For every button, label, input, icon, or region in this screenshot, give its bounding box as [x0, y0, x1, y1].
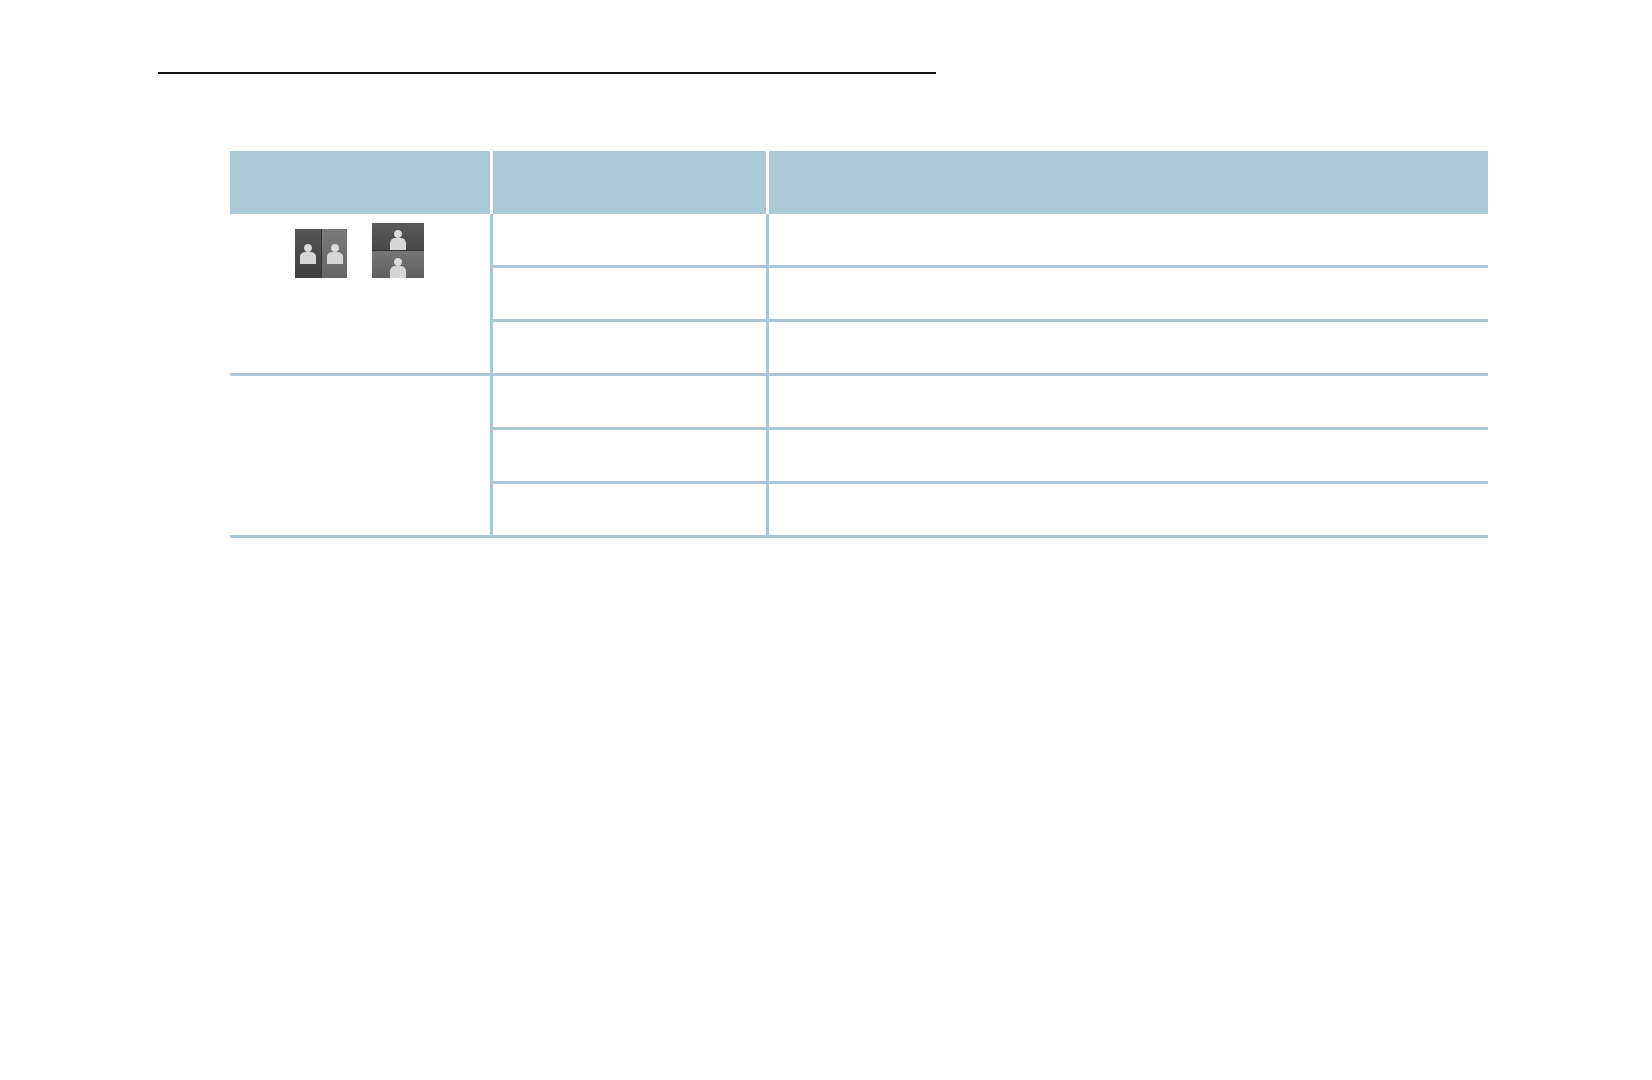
- group-cell: [230, 214, 493, 376]
- table-cell: [491, 266, 769, 322]
- horizontal-rule: [158, 72, 936, 74]
- table-cell: [491, 214, 769, 268]
- table-cell: [767, 374, 1488, 430]
- table-row: [230, 428, 1488, 484]
- column-header: [767, 151, 1488, 214]
- table-row: [230, 214, 1488, 376]
- group-cell: [230, 374, 493, 538]
- data-table: [230, 151, 1488, 538]
- table-row: [230, 320, 1488, 376]
- table-cell: [767, 214, 1488, 268]
- split-screen-side-by-side-icon: [295, 229, 348, 278]
- table-cell: [491, 482, 769, 538]
- split-screen-stacked-icon: [372, 223, 425, 278]
- table-cell: [767, 266, 1488, 322]
- table-cell: [767, 320, 1488, 376]
- table-row: [230, 266, 1488, 322]
- table-cell: [491, 320, 769, 376]
- table-row: [230, 374, 1488, 538]
- table-cell: [767, 428, 1488, 484]
- table-row: [230, 482, 1488, 538]
- table-cell: [767, 482, 1488, 538]
- table-cell: [491, 374, 769, 430]
- column-header: [230, 151, 493, 214]
- table-cell: [491, 428, 769, 484]
- table-header-row: [230, 151, 1488, 214]
- column-header: [491, 151, 769, 214]
